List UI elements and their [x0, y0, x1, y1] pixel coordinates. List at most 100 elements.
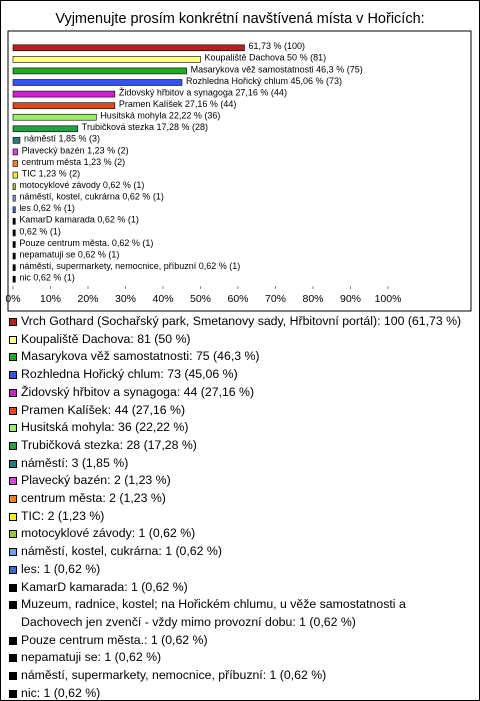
- bar: [12, 183, 16, 190]
- x-tick-label: 60%: [227, 293, 248, 305]
- x-tick-label: 50%: [190, 293, 211, 305]
- legend-label: Koupaliště Dachova: 81 (50 %): [21, 331, 191, 346]
- bar: [12, 90, 116, 98]
- legend-item: centrum města: 2 (1,23 %): [9, 490, 469, 508]
- legend-item: TIC: 2 (1,23 %): [9, 508, 469, 526]
- legend-swatch: [9, 548, 17, 557]
- chart-title: Vyjmenujte prosím konkrétní navštívená m…: [55, 11, 424, 27]
- legend-item: les: 1 (0,62 %): [9, 561, 469, 579]
- legend-item: Masarykova věž samostatnosti: 75 (46,3 %…: [9, 348, 469, 366]
- legend-label: KamarD kamarada: 1 (0,62 %): [21, 579, 188, 594]
- legend-swatch: [9, 371, 17, 380]
- legend-label: náměstí: 3 (1,85 %): [21, 455, 129, 470]
- legend-label: Pramen Kalíšek: 44 (27,16 %): [21, 402, 186, 417]
- legend-swatch: [9, 583, 17, 592]
- legend-item: Pramen Kalíšek: 44 (27,16 %): [9, 402, 469, 420]
- x-tick-label: 80%: [302, 293, 323, 305]
- legend-item: Židovský hřbitov a synagoga: 44 (27,16 %…: [9, 384, 469, 402]
- bar-label: TIC 1,23 % (2): [22, 168, 81, 178]
- bar: [12, 229, 16, 237]
- legend-label: centrum města: 2 (1,23 %): [21, 491, 166, 506]
- bar-label: motocyklové závody 0,62 % (1): [19, 180, 144, 190]
- bar: [12, 264, 16, 271]
- bar: [12, 125, 79, 133]
- bar-label: Trubičková stezka 17,28 % (28): [82, 122, 208, 132]
- legend-item: KamarD kamarada: 1 (0,62 %): [9, 579, 469, 597]
- legend-label: Plavecký bazén: 2 (1,23 %): [21, 473, 171, 488]
- legend-label: náměstí, supermarkety, nemocnice, příbuz…: [21, 668, 327, 683]
- bar-label: náměstí 1,85 % (3): [24, 134, 100, 144]
- chart: Vyjmenujte prosím konkrétní navštívená m…: [5, 11, 472, 312]
- legend-label: Vrch Gothard (Sochařský park, Smetanovy …: [21, 314, 462, 328]
- legend-item: motocyklové závody: 1 (0,62 %): [9, 525, 469, 543]
- legend-swatch: [9, 512, 17, 521]
- bar: [12, 102, 116, 109]
- bar-label: Pouze centrum města. 0,62 % (1): [19, 238, 153, 248]
- legend-item: Plavecký bazén: 2 (1,23 %): [9, 472, 469, 490]
- x-tick-label: 10%: [40, 293, 61, 305]
- bar: [12, 79, 183, 86]
- legend-label: Muzeum, radnice, kostel; na Hořickém chl…: [21, 597, 406, 629]
- bar-label: náměstí, supermarkety, nemocnice, příbuz…: [19, 261, 240, 271]
- bar: [12, 275, 16, 283]
- legend-item: nepamatuji se: 1 (0,62 %): [9, 649, 469, 667]
- legend-label: nepamatuji se: 1 (0,62 %): [21, 650, 162, 665]
- legend-swatch: [9, 388, 17, 397]
- legend-label: Masarykova věž samostatnosti: 75 (46,3 %…: [21, 349, 260, 364]
- legend-item: náměstí, kostel, cukrárna: 1 (0,62 %): [9, 543, 469, 561]
- bar: [12, 148, 18, 156]
- bar: [12, 56, 201, 63]
- bar-label: nic 0,62 % (1): [19, 273, 75, 283]
- bar-label: Masarykova věž samostatnosti 46,3 % (75): [191, 64, 363, 74]
- bar-label: Židovský hřbitov a synagoga 27,16 % (44): [119, 87, 287, 97]
- bar-label: Plavecký bazén 1,23 % (2): [22, 145, 129, 155]
- bar: [12, 137, 21, 144]
- x-tick-label: 100%: [375, 293, 402, 305]
- bar-label: náměstí, kostel, cukrárna 0,62 % (1): [19, 192, 164, 202]
- legend-item: Trubičková stezka: 28 (17,28 %): [9, 437, 469, 455]
- legend-swatch: [9, 477, 17, 486]
- legend: Vrch Gothard (Sochařský park, Smetanovy …: [9, 313, 469, 700]
- bar-label: 0,62 % (1): [19, 226, 61, 236]
- legend-swatch: [9, 335, 17, 344]
- legend-label: Židovský hřbitov a synagoga: 44 (27,16 %…: [21, 384, 255, 399]
- x-tick-label: 0%: [5, 293, 20, 305]
- legend-label: nic: 1 (0,62 %): [21, 685, 101, 700]
- legend-item: Vrch Gothard (Sochařský park, Smetanovy …: [9, 313, 469, 331]
- legend-swatch: [9, 636, 17, 645]
- bar: [12, 194, 16, 202]
- bar-label: Pramen Kalíšek 27,16 % (44): [119, 99, 237, 109]
- legend-item: Rozhledna Hořický chlum: 73 (45,06 %): [9, 366, 469, 384]
- legend-label: Rozhledna Hořický chlum: 73 (45,06 %): [21, 367, 238, 382]
- legend-swatch: [9, 424, 17, 433]
- legend-label: les: 1 (0,62 %): [21, 561, 101, 576]
- legend-item: náměstí: 3 (1,85 %): [9, 455, 469, 473]
- legend-item: Koupaliště Dachova: 81 (50 %): [9, 331, 469, 349]
- legend-swatch: [9, 530, 17, 539]
- bar: [12, 241, 16, 248]
- legend-item: Husitská mohyla: 36 (22,22 %): [9, 419, 469, 437]
- bar-label: 61,73 % (100): [248, 41, 305, 51]
- legend-item: Muzeum, radnice, kostel; na Hořickém chl…: [9, 596, 469, 631]
- legend-swatch: [9, 654, 17, 663]
- legend-swatch: [9, 672, 17, 681]
- bar: [12, 160, 18, 167]
- legend-swatch: [9, 459, 17, 468]
- legend-swatch: [9, 406, 17, 415]
- legend-swatch: [9, 565, 17, 574]
- bar-label: Koupaliště Dachova 50 % (81): [205, 53, 327, 63]
- bar: [12, 206, 16, 214]
- legend-swatch: [9, 441, 17, 450]
- legend-swatch: [9, 601, 17, 610]
- bar-label: Rozhledna Hořický chlum 45,06 % (73): [186, 76, 342, 86]
- legend-swatch: [9, 318, 17, 326]
- plot-frame: [7, 30, 472, 312]
- x-tick-label: 40%: [152, 293, 173, 305]
- x-tick-label: 90%: [340, 293, 361, 305]
- legend-swatch: [9, 353, 17, 362]
- legend-swatch: [9, 689, 17, 698]
- bar-label: Husitská mohyla 22,22 % (36): [100, 111, 220, 121]
- bar-label: nepamatuji se 0,62 % (1): [19, 249, 119, 259]
- x-tick-label: 30%: [115, 293, 136, 305]
